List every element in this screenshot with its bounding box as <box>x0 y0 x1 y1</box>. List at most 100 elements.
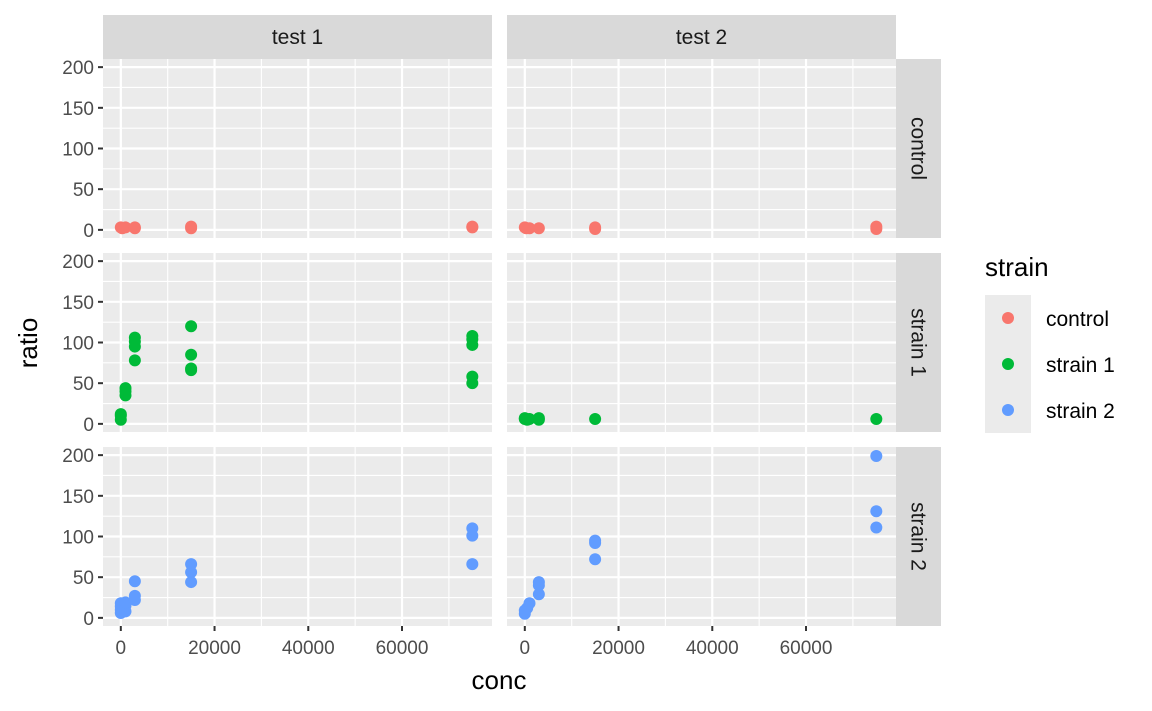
data-point <box>185 220 198 233</box>
data-point <box>466 558 479 571</box>
x-tick-label: 60000 <box>780 638 833 659</box>
legend-item: control <box>985 295 1109 341</box>
data-point <box>119 596 132 609</box>
strip-label: test 1 <box>272 26 323 49</box>
data-point <box>532 576 545 589</box>
data-point <box>870 412 883 425</box>
data-point <box>128 575 141 588</box>
panel-1-0 <box>103 253 492 432</box>
y-tick-label: 200 <box>62 446 94 467</box>
y-tick-label: 100 <box>62 528 94 549</box>
legend-key-point <box>1002 404 1014 416</box>
data-point <box>589 534 602 547</box>
data-point <box>185 576 198 589</box>
points-panel-2-0 <box>114 522 479 619</box>
strip-label: strain 1 <box>907 308 930 377</box>
data-point <box>128 354 141 367</box>
y-tick-label: 200 <box>62 58 94 79</box>
y-tick-label: 0 <box>83 609 94 630</box>
data-point <box>589 553 602 566</box>
panels-layer <box>103 59 896 626</box>
data-point <box>119 382 132 395</box>
x-tick-label: 0 <box>116 638 127 659</box>
panel-0-1 <box>507 59 896 238</box>
strip-row-2: strain 2 <box>896 447 941 626</box>
data-point <box>532 588 545 601</box>
panel-2-1 <box>507 447 896 626</box>
panel-1-1 <box>507 253 896 432</box>
data-point <box>128 221 141 234</box>
y-tick-label: 50 <box>73 180 94 201</box>
strip-background <box>896 447 941 626</box>
legend-item: strain 2 <box>985 387 1115 433</box>
data-point <box>185 362 198 375</box>
data-point <box>523 597 536 610</box>
x-tick-label: 20000 <box>592 638 645 659</box>
data-point <box>114 408 127 421</box>
data-point <box>523 412 536 425</box>
x-tick-label: 0 <box>520 638 531 659</box>
data-point <box>466 370 479 383</box>
y-tick-label: 200 <box>62 252 94 273</box>
x-axis-title: conc <box>472 665 527 695</box>
strip-col-0: test 1 <box>103 15 492 59</box>
points-panel-1-1 <box>518 412 883 426</box>
points-panel-0-1 <box>518 220 883 236</box>
data-point <box>128 589 141 602</box>
data-point <box>870 220 883 233</box>
y-tick-label: 50 <box>73 374 94 395</box>
data-point <box>523 222 536 235</box>
x-tick-label: 20000 <box>188 638 241 659</box>
x-tick-label: 40000 <box>686 638 739 659</box>
strip-background <box>896 59 941 238</box>
legend-key-point <box>1002 358 1014 370</box>
data-point <box>128 331 141 344</box>
axes-layer: 0 50 100 150 200 0 50 100 150 200 0 50 100 150 200 0 200… <box>62 58 832 659</box>
points-panel-0-0 <box>114 220 479 235</box>
data-point <box>185 558 198 571</box>
legend-label: control <box>1046 308 1109 331</box>
strip-label: control <box>907 117 930 180</box>
data-point <box>870 521 883 534</box>
y-tick-label: 100 <box>62 140 94 161</box>
panel-2-0 <box>103 447 492 626</box>
y-tick-label: 50 <box>73 568 94 589</box>
data-point <box>185 348 198 361</box>
strip-label: test 2 <box>676 26 727 49</box>
strip-col-1: test 2 <box>507 15 896 59</box>
strips-layer: test 1 test 2 control strain 1 strain 2 <box>103 15 941 626</box>
points-panel-1-0 <box>114 320 479 426</box>
data-point <box>466 329 479 342</box>
data-point <box>466 522 479 535</box>
data-point <box>532 412 545 425</box>
legend-title: strain <box>985 252 1049 282</box>
y-tick-label: 150 <box>62 293 94 314</box>
data-point <box>870 449 883 462</box>
data-point <box>119 221 132 234</box>
data-point <box>589 221 602 234</box>
legend-label: strain 1 <box>1046 354 1115 377</box>
legend-key-point <box>1002 312 1014 324</box>
strip-background <box>103 15 492 59</box>
strip-background <box>507 15 896 59</box>
panel-0-0 <box>103 59 492 238</box>
y-tick-label: 0 <box>83 221 94 242</box>
y-axis-title: ratio <box>13 318 43 369</box>
data-point <box>466 220 479 233</box>
y-tick-label: 150 <box>62 99 94 120</box>
legend: control strain 1 strain 2 <box>985 295 1115 433</box>
points-panel-2-1 <box>518 449 883 620</box>
y-tick-label: 0 <box>83 415 94 436</box>
data-point <box>185 320 198 333</box>
data-point <box>589 412 602 425</box>
x-tick-label: 60000 <box>376 638 429 659</box>
legend-item: strain 1 <box>985 341 1115 387</box>
legend-label: strain 2 <box>1046 400 1115 423</box>
strip-background <box>896 253 941 432</box>
x-tick-label: 40000 <box>282 638 335 659</box>
strip-row-1: strain 1 <box>896 253 941 432</box>
y-tick-label: 100 <box>62 334 94 355</box>
data-point <box>870 505 883 518</box>
strip-row-0: control <box>896 59 941 238</box>
